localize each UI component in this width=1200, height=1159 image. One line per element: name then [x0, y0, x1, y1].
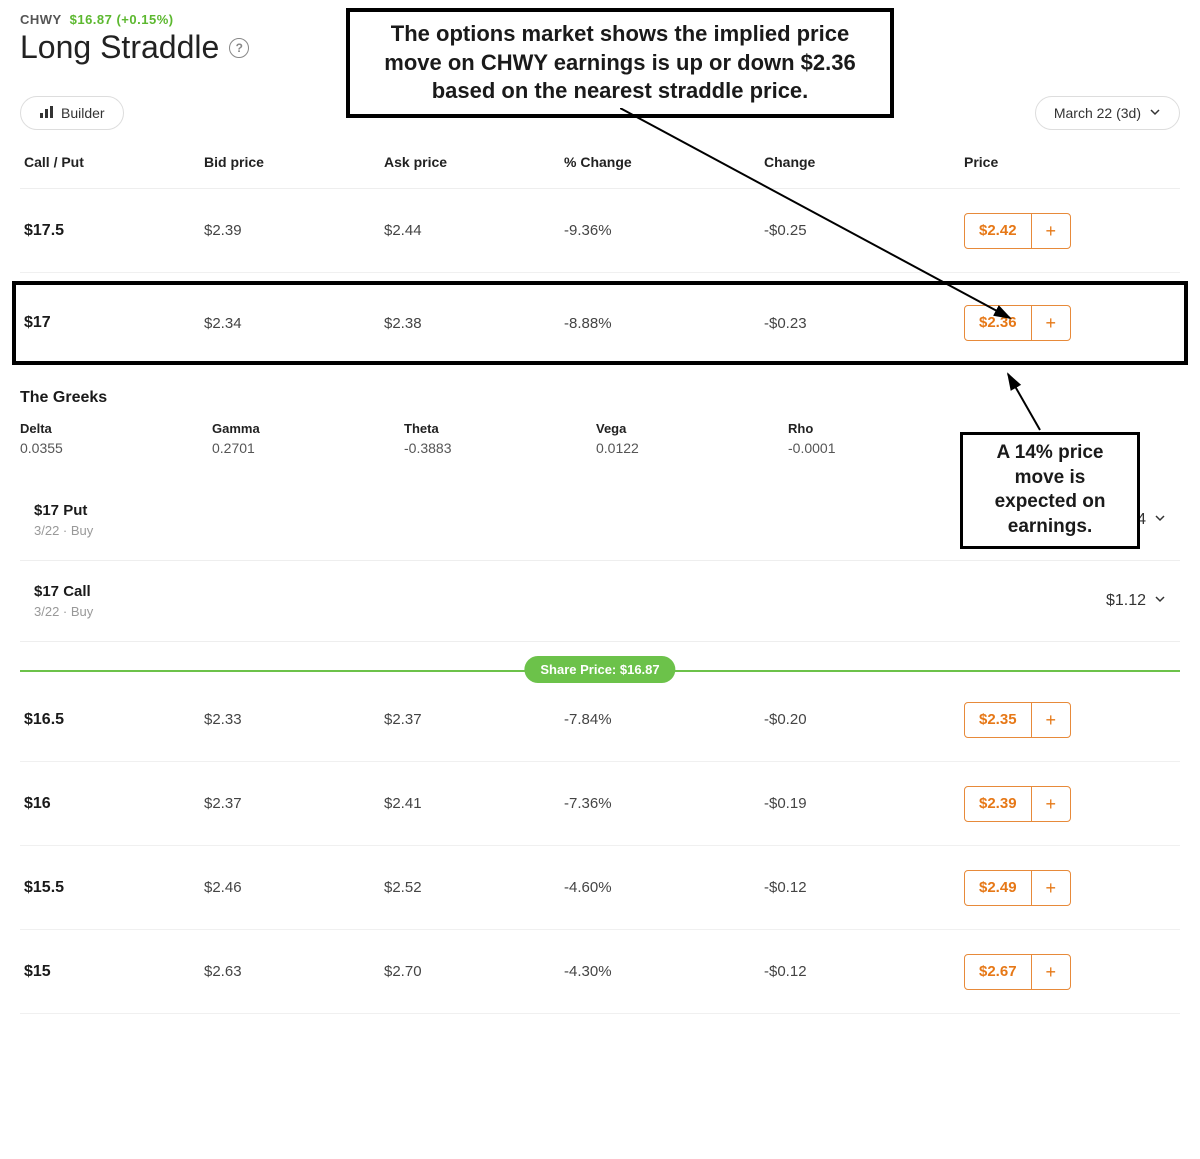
- price-value: $2.39: [965, 787, 1032, 821]
- strike: $17.5: [24, 222, 204, 240]
- col-change: Change: [764, 154, 964, 170]
- annotation-top: The options market shows the implied pri…: [346, 8, 894, 118]
- strike: $17: [24, 314, 204, 332]
- ask: $2.37: [384, 711, 564, 728]
- ask: $2.44: [384, 222, 564, 239]
- share-price-pill: Share Price: $16.87: [524, 656, 675, 683]
- col-ask: Ask price: [384, 154, 564, 170]
- leg-price: $1.12: [1106, 592, 1146, 610]
- pct-change: -7.36%: [564, 795, 764, 812]
- ticker-price: $16.87 (+0.15%): [70, 12, 174, 27]
- ask: $2.70: [384, 963, 564, 980]
- option-row[interactable]: $15.5$2.46$2.52-4.60%-$0.12$2.49+: [20, 846, 1180, 930]
- price-value: $2.67: [965, 955, 1032, 989]
- change: -$0.19: [764, 795, 964, 812]
- options-table-header: Call / Put Bid price Ask price % Change …: [20, 154, 1180, 189]
- strike: $15.5: [24, 879, 204, 897]
- plus-icon: +: [1032, 955, 1071, 989]
- option-row[interactable]: $16.5$2.33$2.37-7.84%-$0.20$2.35+: [20, 678, 1180, 762]
- pct-change: -4.30%: [564, 963, 764, 980]
- strike: $15: [24, 963, 204, 981]
- chevron-down-icon: [1149, 105, 1161, 121]
- price-value: $2.42: [965, 214, 1032, 248]
- greek-vega: Vega0.0122: [596, 421, 768, 456]
- price-button[interactable]: $2.36 +: [964, 305, 1071, 341]
- col-callput: Call / Put: [24, 154, 204, 170]
- bid: $2.46: [204, 879, 384, 896]
- price-value: $2.49: [965, 871, 1032, 905]
- option-row[interactable]: $15$2.63$2.70-4.30%-$0.12$2.67+: [20, 930, 1180, 1014]
- leg-title: $17 Put: [34, 502, 93, 519]
- bid: $2.63: [204, 963, 384, 980]
- price-button[interactable]: $2.35+: [964, 702, 1071, 738]
- col-pctchange: % Change: [564, 154, 764, 170]
- option-row-highlighted[interactable]: $17 $2.34 $2.38 -8.88% -$0.23 $2.36 +: [12, 281, 1188, 365]
- pct-change: -7.84%: [564, 711, 764, 728]
- plus-icon: +: [1032, 306, 1071, 340]
- option-row[interactable]: $17.5 $2.39 $2.44 -9.36% -$0.25 $2.42 +: [20, 189, 1180, 273]
- chevron-down-icon: [1154, 511, 1166, 529]
- bid: $2.37: [204, 795, 384, 812]
- price-button[interactable]: $2.42 +: [964, 213, 1071, 249]
- price-button[interactable]: $2.49+: [964, 870, 1071, 906]
- col-price: Price: [964, 154, 1164, 170]
- leg-row[interactable]: $17 Call 3/22 · Buy $1.12: [20, 561, 1180, 642]
- greek-gamma: Gamma0.2701: [212, 421, 384, 456]
- change: -$0.12: [764, 879, 964, 896]
- bid: $2.33: [204, 711, 384, 728]
- ask: $2.52: [384, 879, 564, 896]
- greek-delta: Delta0.0355: [20, 421, 192, 456]
- strike: $16: [24, 795, 204, 813]
- strategy-name: Long Straddle: [20, 29, 219, 66]
- builder-label: Builder: [61, 105, 105, 121]
- price-button[interactable]: $2.39+: [964, 786, 1071, 822]
- change: -$0.12: [764, 963, 964, 980]
- option-row[interactable]: $16$2.37$2.41-7.36%-$0.19$2.39+: [20, 762, 1180, 846]
- leg-title: $17 Call: [34, 583, 93, 600]
- strategy-title: Long Straddle ?: [20, 29, 249, 66]
- expiry-dropdown[interactable]: March 22 (3d): [1035, 96, 1180, 130]
- plus-icon: +: [1032, 703, 1071, 737]
- change: -$0.25: [764, 222, 964, 239]
- pct-change: -8.88%: [564, 315, 764, 332]
- greek-rho: Rho-0.0001: [788, 421, 960, 456]
- pct-change: -9.36%: [564, 222, 764, 239]
- change: -$0.23: [764, 315, 964, 332]
- strike: $16.5: [24, 711, 204, 729]
- plus-icon: +: [1032, 214, 1071, 248]
- change: -$0.20: [764, 711, 964, 728]
- col-bid: Bid price: [204, 154, 384, 170]
- leg-subtitle: 3/22 · Buy: [34, 604, 93, 619]
- pct-change: -4.60%: [564, 879, 764, 896]
- ask: $2.41: [384, 795, 564, 812]
- greeks-title: The Greeks: [20, 389, 1180, 407]
- builder-button[interactable]: Builder: [20, 96, 124, 130]
- leg-subtitle: 3/22 · Buy: [34, 523, 93, 538]
- help-icon[interactable]: ?: [229, 38, 249, 58]
- ticker-symbol: CHWY: [20, 12, 61, 27]
- plus-icon: +: [1032, 787, 1071, 821]
- price-value: $2.35: [965, 703, 1032, 737]
- greek-theta: Theta-0.3883: [404, 421, 576, 456]
- bid: $2.39: [204, 222, 384, 239]
- price-button[interactable]: $2.67+: [964, 954, 1071, 990]
- builder-icon: [39, 105, 53, 121]
- price-value: $2.36: [965, 306, 1032, 340]
- share-price-divider: Share Price: $16.87: [20, 670, 1180, 672]
- bid: $2.34: [204, 315, 384, 332]
- expiry-label: March 22 (3d): [1054, 105, 1141, 121]
- chevron-down-icon: [1154, 592, 1166, 610]
- plus-icon: +: [1032, 871, 1071, 905]
- annotation-side: A 14% price move is expected on earnings…: [960, 432, 1140, 549]
- ask: $2.38: [384, 315, 564, 332]
- ticker-line: CHWY $16.87 (+0.15%): [20, 12, 249, 27]
